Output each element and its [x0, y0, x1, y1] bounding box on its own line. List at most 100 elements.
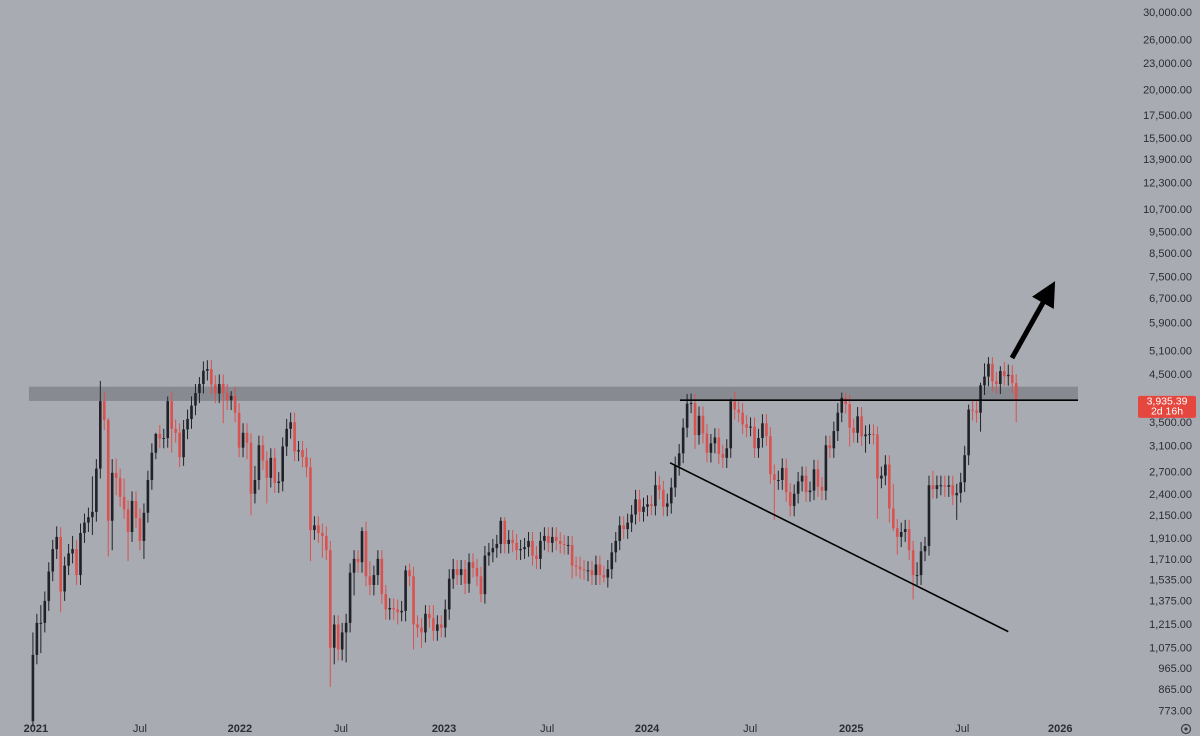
- candle-body: [384, 594, 388, 610]
- candle-body: [174, 428, 177, 433]
- candle-body: [642, 506, 645, 512]
- candle-body: [701, 415, 705, 434]
- candle-body: [412, 576, 415, 625]
- candle-body: [681, 427, 685, 454]
- candle-body: [309, 467, 312, 531]
- candle-body: [305, 457, 308, 468]
- candle-body: [943, 485, 947, 487]
- candle-body: [895, 528, 899, 537]
- candle-body: [1014, 383, 1018, 401]
- candle-body: [753, 426, 756, 449]
- candle-body: [665, 503, 669, 507]
- candle-body: [269, 457, 273, 478]
- candle-body: [146, 480, 150, 513]
- candle-body: [590, 570, 594, 576]
- candle-body: [436, 624, 439, 631]
- candle-body: [420, 627, 423, 633]
- candle-body: [432, 618, 435, 631]
- candle-body: [31, 654, 35, 722]
- candle-body: [313, 525, 316, 531]
- candle-body: [515, 542, 518, 551]
- settings-icon-ring[interactable]: [1180, 723, 1192, 735]
- candle-body: [967, 409, 970, 456]
- candle-body: [87, 517, 90, 523]
- candle-body: [558, 540, 562, 544]
- candle-body: [499, 520, 503, 544]
- candle-body: [122, 496, 126, 510]
- y-tick-label: 1,910.00: [1149, 533, 1192, 545]
- candle-body: [483, 555, 487, 595]
- candle-body: [372, 575, 376, 585]
- candle-body: [828, 445, 832, 449]
- candle-body: [784, 467, 788, 493]
- candle-body: [352, 558, 356, 573]
- settings-icon-dot[interactable]: [1184, 727, 1188, 731]
- candle-body: [975, 410, 978, 413]
- candle-body: [697, 415, 701, 436]
- candle-body: [138, 518, 142, 541]
- candle-body: [745, 424, 748, 428]
- y-tick-label: 30,000.00: [1143, 7, 1192, 19]
- y-tick-label: 1,375.00: [1149, 596, 1192, 608]
- candle-body: [225, 393, 229, 401]
- candle-body: [951, 485, 955, 496]
- candle-body: [594, 564, 598, 576]
- candle-body: [455, 569, 459, 576]
- candle-body: [289, 422, 292, 429]
- candle-body: [273, 457, 277, 483]
- x-tick-label: Jul: [133, 723, 147, 735]
- candle-body: [622, 525, 625, 530]
- candle-body: [820, 486, 824, 491]
- candle-body: [765, 423, 768, 437]
- settings-icon[interactable]: [1180, 723, 1192, 735]
- candle-body: [939, 485, 943, 487]
- candle-body: [257, 445, 261, 481]
- candle-body: [630, 514, 633, 523]
- candle-body: [95, 468, 98, 512]
- candle-body: [804, 475, 808, 493]
- candle-body: [400, 610, 403, 613]
- x-tick-label: Jul: [334, 723, 348, 735]
- y-tick-label: 2,150.00: [1149, 510, 1192, 522]
- candle-body: [130, 500, 134, 533]
- countdown-label: 2d 16h: [1151, 406, 1183, 418]
- candle-body: [471, 562, 475, 568]
- candle-body: [495, 543, 499, 549]
- candle-body: [91, 511, 94, 518]
- trend-line: [669, 462, 1009, 633]
- candle-body: [47, 571, 51, 601]
- y-tick-label: 4,500.00: [1149, 369, 1192, 381]
- candle-body: [741, 412, 744, 425]
- candle-body: [761, 423, 764, 439]
- candle-body: [118, 477, 122, 497]
- y-tick-label: 8,500.00: [1149, 248, 1192, 260]
- candle-body: [919, 551, 923, 576]
- candle-body: [79, 532, 82, 576]
- candle-body: [463, 569, 467, 584]
- candle-body: [348, 572, 352, 623]
- candle-body: [713, 437, 717, 444]
- candle-body: [71, 549, 74, 554]
- candle-body: [991, 363, 994, 382]
- candle-body: [408, 570, 411, 577]
- y-tick-label: 9,500.00: [1149, 227, 1192, 239]
- candle-body: [562, 543, 566, 545]
- candle-body: [443, 609, 447, 628]
- candle-body: [852, 427, 855, 433]
- candle-body: [792, 493, 796, 506]
- candle-body: [217, 383, 221, 394]
- candle-body: [293, 422, 296, 452]
- candle-body: [503, 520, 507, 544]
- candle-body: [606, 569, 610, 578]
- candle-body: [281, 446, 285, 482]
- candle-body: [658, 485, 661, 490]
- candle-body: [832, 431, 836, 449]
- candle-body: [923, 546, 927, 552]
- candle-body: [253, 480, 257, 494]
- candle-body: [186, 418, 189, 430]
- candle-body: [265, 460, 269, 478]
- candle-body: [527, 540, 530, 548]
- candle-body: [487, 552, 491, 556]
- candle-body: [872, 433, 875, 435]
